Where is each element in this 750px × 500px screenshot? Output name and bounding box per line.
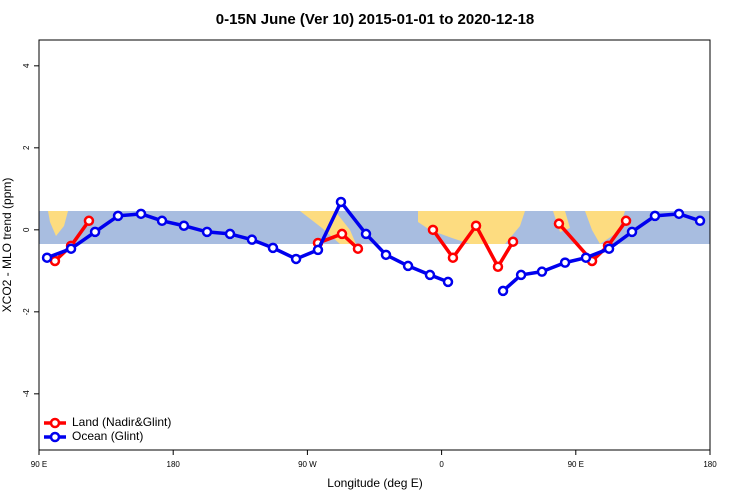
x-tick-label: 180 <box>167 460 181 469</box>
data-point <box>673 208 685 220</box>
data-point <box>497 285 509 297</box>
y-tick-label: 2 <box>22 145 31 150</box>
data-point <box>492 261 504 272</box>
data-point <box>83 215 95 227</box>
data-point <box>267 242 279 254</box>
data-point <box>360 228 372 240</box>
x-tick-label: 90 E <box>31 460 47 469</box>
y-tick-label: -4 <box>22 390 31 398</box>
data-point <box>427 224 439 236</box>
data-point <box>402 260 414 272</box>
y-axis-label: XCO2 - MLO trend (ppm) <box>0 178 14 313</box>
x-tick-label: 0 <box>439 460 444 469</box>
data-point <box>626 226 638 238</box>
data-point <box>156 215 168 227</box>
data-point <box>424 269 436 281</box>
data-point <box>649 210 661 222</box>
data-point <box>470 220 482 231</box>
data-point <box>312 244 324 256</box>
data-point <box>65 243 77 254</box>
data-point <box>89 226 101 238</box>
data-point <box>694 215 706 227</box>
data-point <box>224 228 236 240</box>
data-point <box>178 220 190 231</box>
data-point <box>536 266 548 277</box>
data-point <box>380 249 392 261</box>
data-point <box>335 196 347 208</box>
x-tick-label: 180 <box>703 460 717 469</box>
y-tick-label: -2 <box>22 308 31 316</box>
data-point <box>290 253 302 265</box>
data-point <box>447 252 459 263</box>
data-point <box>620 215 632 227</box>
data-point <box>603 243 615 254</box>
data-point <box>553 218 565 229</box>
data-point <box>336 228 348 240</box>
data-point <box>135 208 147 220</box>
data-point <box>41 252 53 263</box>
data-point <box>442 276 454 288</box>
data-point <box>507 236 519 247</box>
y-tick-label: 4 <box>22 63 31 68</box>
data-point <box>246 234 258 245</box>
data-point <box>112 210 124 222</box>
data-point <box>201 226 213 238</box>
x-tick-label: 90 W <box>298 460 317 469</box>
legend-marker <box>49 431 61 443</box>
legend-label: Ocean (Glint) <box>72 429 143 443</box>
legend-label: Land (Nadir&Glint) <box>72 415 171 429</box>
x-axis-label: Longitude (deg E) <box>327 476 422 490</box>
data-point <box>580 252 592 263</box>
legend-marker <box>49 417 61 429</box>
data-point <box>515 269 527 281</box>
chart-title: 0-15N June (Ver 10) 2015-01-01 to 2020-1… <box>216 11 535 28</box>
plot-frame <box>38 39 711 451</box>
y-tick-label: 0 <box>22 227 31 232</box>
data-point <box>352 243 364 254</box>
x-tick-label: 90 E <box>568 460 584 469</box>
data-point <box>559 257 571 268</box>
